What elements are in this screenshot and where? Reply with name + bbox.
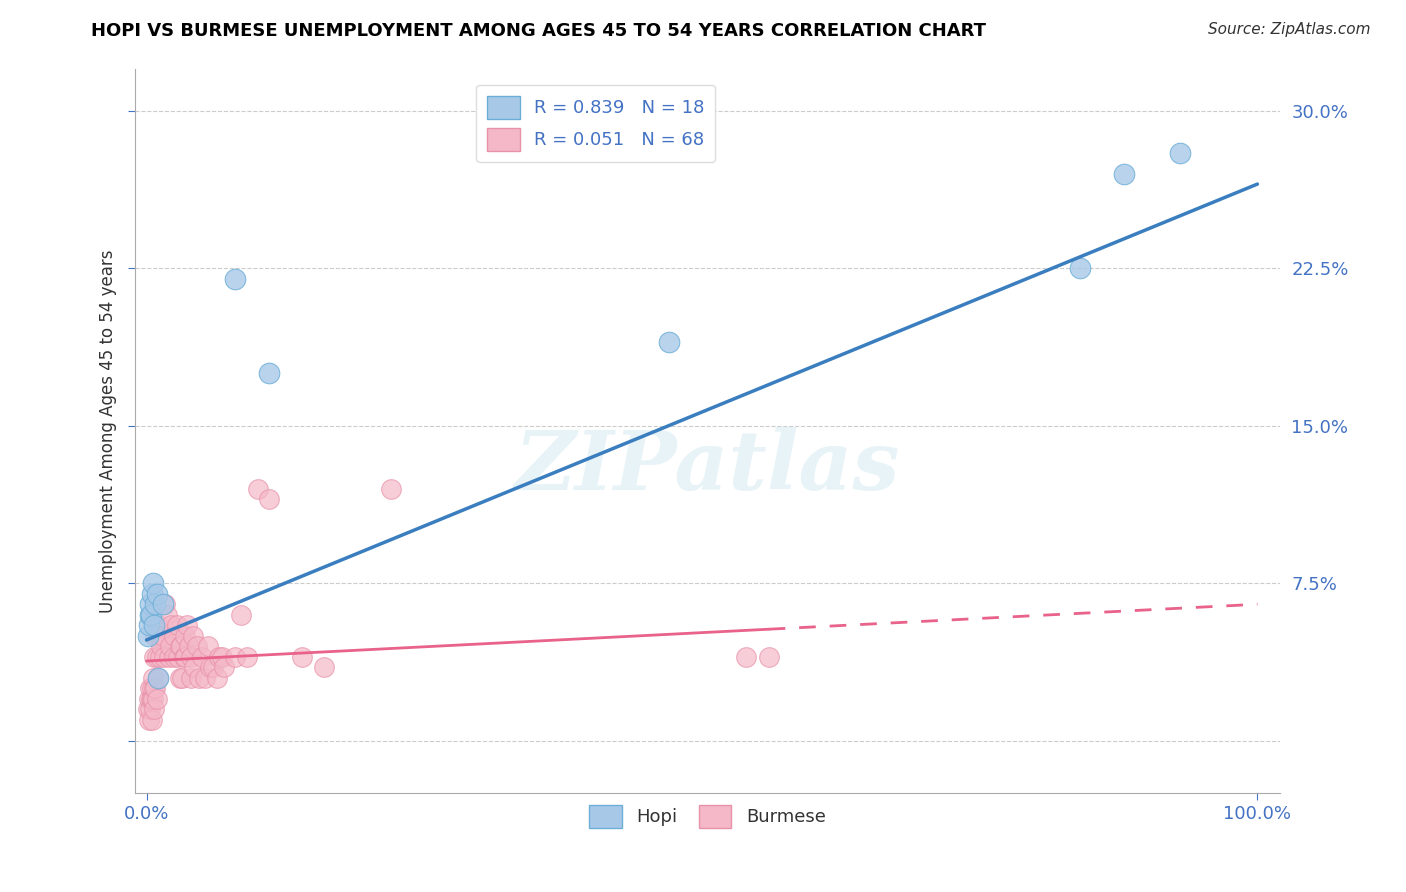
Point	[224, 271, 246, 285]
Point	[160, 618, 183, 632]
Point	[180, 671, 202, 685]
Text: ZIPatlas: ZIPatlas	[515, 427, 900, 508]
Point	[177, 640, 200, 654]
Point	[174, 629, 197, 643]
Point	[257, 492, 280, 507]
Point	[194, 671, 217, 685]
Point	[214, 660, 236, 674]
Point	[142, 691, 165, 706]
Point	[291, 649, 314, 664]
Point	[198, 660, 221, 674]
Point	[246, 482, 269, 496]
Point	[153, 649, 176, 664]
Point	[152, 597, 174, 611]
Point	[143, 702, 166, 716]
Point	[138, 691, 160, 706]
Point	[380, 482, 402, 496]
Point	[141, 691, 163, 706]
Point	[235, 649, 257, 664]
Point	[145, 629, 167, 643]
Point	[176, 618, 198, 632]
Point	[166, 618, 188, 632]
Point	[143, 618, 166, 632]
Point	[146, 671, 169, 685]
Point	[155, 597, 177, 611]
Point	[170, 671, 193, 685]
Point	[143, 681, 166, 696]
Point	[197, 640, 219, 654]
Point	[205, 671, 228, 685]
Point	[139, 681, 162, 696]
Point	[149, 649, 172, 664]
Point	[136, 629, 159, 643]
Point	[211, 649, 233, 664]
Point	[183, 660, 205, 674]
Point	[180, 649, 202, 664]
Y-axis label: Unemployment Among Ages 45 to 54 years: Unemployment Among Ages 45 to 54 years	[100, 249, 117, 613]
Point	[163, 649, 186, 664]
Point	[143, 649, 166, 664]
Point	[758, 649, 780, 664]
Point	[139, 702, 162, 716]
Point	[145, 691, 167, 706]
Point	[1069, 261, 1091, 276]
Point	[229, 607, 252, 622]
Point	[142, 576, 165, 591]
Point	[191, 649, 214, 664]
Text: Source: ZipAtlas.com: Source: ZipAtlas.com	[1208, 22, 1371, 37]
Point	[146, 671, 169, 685]
Point	[257, 366, 280, 380]
Point	[141, 681, 163, 696]
Point	[138, 618, 160, 632]
Point	[169, 671, 191, 685]
Point	[148, 629, 170, 643]
Point	[735, 649, 758, 664]
Point	[174, 649, 197, 664]
Point	[145, 649, 167, 664]
Point	[136, 702, 159, 716]
Point	[149, 640, 172, 654]
Point	[139, 597, 162, 611]
Point	[157, 649, 180, 664]
Point	[139, 607, 162, 622]
Point	[138, 713, 160, 727]
Point	[139, 607, 162, 622]
Point	[139, 691, 162, 706]
Point	[187, 671, 209, 685]
Point	[1114, 167, 1136, 181]
Point	[173, 649, 195, 664]
Point	[163, 629, 186, 643]
Point	[142, 671, 165, 685]
Point	[202, 660, 225, 674]
Point	[170, 640, 193, 654]
Point	[141, 713, 163, 727]
Point	[181, 629, 204, 643]
Point	[166, 649, 188, 664]
Point	[141, 587, 163, 601]
Text: HOPI VS BURMESE UNEMPLOYMENT AMONG AGES 45 TO 54 YEARS CORRELATION CHART: HOPI VS BURMESE UNEMPLOYMENT AMONG AGES …	[91, 22, 987, 40]
Point	[658, 334, 681, 349]
Point	[145, 587, 167, 601]
Point	[208, 649, 231, 664]
Point	[145, 597, 167, 611]
Point	[159, 640, 181, 654]
Point	[1168, 145, 1191, 160]
Point	[146, 618, 169, 632]
Legend: Hopi, Burmese: Hopi, Burmese	[582, 797, 832, 835]
Point	[152, 629, 174, 643]
Point	[155, 607, 177, 622]
Point	[186, 640, 208, 654]
Point	[314, 660, 336, 674]
Point	[224, 649, 246, 664]
Point	[169, 640, 191, 654]
Point	[145, 681, 167, 696]
